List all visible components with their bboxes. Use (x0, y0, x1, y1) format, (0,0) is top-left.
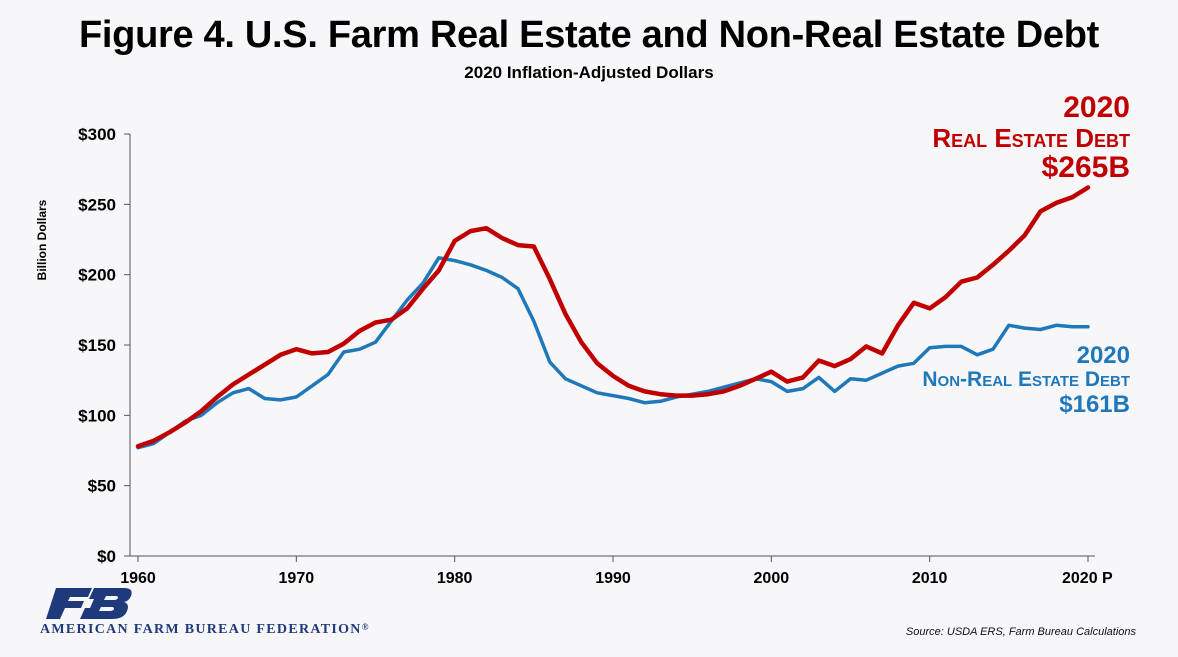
farm-bureau-logo-icon (46, 588, 132, 619)
organization-name-text: AMERICAN FARM BUREAU FEDERATION (40, 622, 362, 637)
x-axis-ticks: 1960 1970 1980 1990 2000 2010 2020 P (120, 556, 1113, 587)
registered-mark: ® (361, 622, 370, 632)
y-tick-label: $150 (78, 336, 116, 355)
y-axis-label: Billion Dollars (35, 199, 49, 280)
x-tick-label: 1990 (595, 570, 631, 587)
y-tick-label: $50 (88, 477, 116, 496)
y-tick-label: $250 (78, 195, 116, 214)
real-estate-callout-value: $265B (1041, 151, 1130, 185)
y-tick-label: $200 (78, 266, 116, 285)
y-tick-label: $100 (78, 406, 116, 425)
real-estate-callout: 2020 Real Estate Debt $265B (932, 91, 1130, 185)
x-tick-label: 1980 (437, 570, 473, 587)
chart-title: Figure 4. U.S. Farm Real Estate and Non-… (78, 14, 1100, 56)
x-tick-label: 2020 P (1062, 570, 1113, 587)
y-tick-label: $0 (97, 547, 116, 566)
real-estate-callout-year: 2020 (1063, 91, 1130, 124)
series-line-real-estate-debt (135, 185, 1091, 449)
non-real-estate-callout-value: $161B (1059, 390, 1130, 418)
x-tick-label: 2010 (912, 570, 948, 587)
y-axis-ticks: $0 $50 $100 $150 $200 $250 $300 (78, 125, 130, 566)
non-real-estate-callout-name: Non-Real Estate Debt (922, 367, 1130, 391)
source-note: Source: USDA ERS, Farm Bureau Calculatio… (905, 626, 1136, 638)
series-line-non-real-estate-debt (136, 256, 1090, 450)
x-tick-label: 1970 (279, 570, 315, 587)
y-tick-label: $300 (78, 125, 116, 144)
non-real-estate-callout: 2020 Non-Real Estate Debt $161B (922, 343, 1130, 417)
organization-name: AMERICAN FARM BUREAU FEDERATION® (40, 622, 370, 638)
x-tick-label: 1960 (120, 570, 156, 587)
x-tick-label: 2000 (754, 570, 790, 587)
non-real-estate-callout-year: 2020 (1076, 342, 1130, 369)
chart-subtitle: 2020 Inflation-Adjusted Dollars (464, 63, 714, 82)
series-layer (135, 185, 1091, 450)
real-estate-callout-name: Real Estate Debt (932, 123, 1130, 154)
